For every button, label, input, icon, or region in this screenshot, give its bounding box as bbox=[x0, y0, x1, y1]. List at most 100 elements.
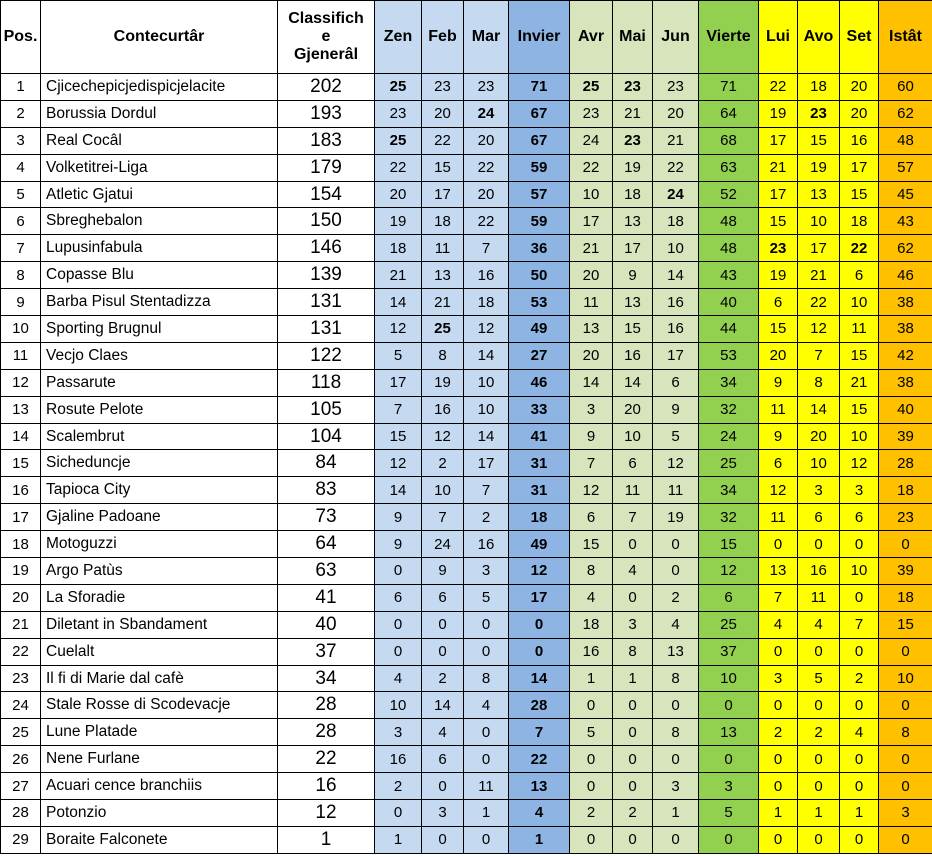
avr-value-cell: 12 bbox=[569, 476, 613, 505]
vierte-value-cell: 0 bbox=[698, 691, 759, 720]
invier-value-cell: 57 bbox=[508, 180, 570, 209]
team-name-cell: Diletant in Sbandament bbox=[40, 610, 278, 639]
jun-value-cell: 2 bbox=[652, 583, 699, 612]
team-name-cell: Nene Furlane bbox=[40, 745, 278, 774]
avo-value-cell: 23 bbox=[797, 99, 840, 128]
column-header-avo: Avo bbox=[797, 0, 840, 74]
mai-value-cell: 13 bbox=[612, 288, 653, 317]
mai-value-cell: 0 bbox=[612, 583, 653, 612]
position-cell: 10 bbox=[0, 315, 41, 343]
overall-total-cell: 131 bbox=[277, 288, 375, 317]
lui-value-cell: 17 bbox=[758, 180, 798, 209]
istat-value-cell: 18 bbox=[878, 583, 932, 612]
table-row: 4 Volketitrei-Liga 179 22 15 22 59 22 19 22 63 21 19… bbox=[0, 153, 932, 182]
table-row: 10 Sporting Brugnul 131 12 25 12 49 13 15 16 44 15 1… bbox=[0, 315, 932, 343]
mar-value-cell: 1 bbox=[463, 799, 509, 827]
mar-value-cell: 11 bbox=[463, 772, 509, 801]
jun-value-cell: 9 bbox=[652, 395, 699, 424]
feb-value-cell: 10 bbox=[421, 476, 464, 505]
overall-total-cell: 179 bbox=[277, 153, 375, 182]
lui-value-cell: 6 bbox=[758, 449, 798, 478]
set-value-cell: 17 bbox=[839, 153, 879, 182]
position-cell: 12 bbox=[0, 368, 41, 397]
istat-value-cell: 18 bbox=[878, 476, 932, 505]
table-row: 29 Boraite Falconete 1 1 0 0 1 0 0 0 0 0 0 0 0 bbox=[0, 825, 932, 854]
zen-value-cell: 19 bbox=[374, 207, 422, 236]
zen-value-cell: 20 bbox=[374, 180, 422, 209]
invier-value-cell: 49 bbox=[508, 315, 570, 343]
lui-value-cell: 15 bbox=[758, 315, 798, 343]
team-name-cell: Lune Platade bbox=[40, 718, 278, 747]
lui-value-cell: 0 bbox=[758, 691, 798, 720]
table-row: 15 Sicheduncje 84 12 2 17 31 7 6 12 25 6 10 12 28 bbox=[0, 449, 932, 478]
position-cell: 25 bbox=[0, 718, 41, 747]
invier-value-cell: 59 bbox=[508, 207, 570, 236]
column-header-classifiche-gjeneral: Classifich e Gjenerâl bbox=[277, 0, 375, 74]
position-cell: 1 bbox=[0, 73, 41, 101]
team-name-cell: Volketitrei-Liga bbox=[40, 153, 278, 182]
set-value-cell: 7 bbox=[839, 610, 879, 639]
column-header-invier: Invier bbox=[508, 0, 570, 74]
mai-value-cell: 6 bbox=[612, 449, 653, 478]
jun-value-cell: 18 bbox=[652, 207, 699, 236]
invier-value-cell: 18 bbox=[508, 503, 570, 532]
avo-value-cell: 10 bbox=[797, 449, 840, 478]
zen-value-cell: 0 bbox=[374, 637, 422, 666]
invier-value-cell: 14 bbox=[508, 664, 570, 693]
istat-value-cell: 46 bbox=[878, 261, 932, 290]
istat-value-cell: 0 bbox=[878, 745, 932, 774]
zen-value-cell: 3 bbox=[374, 718, 422, 747]
mar-value-cell: 14 bbox=[463, 422, 509, 451]
avr-value-cell: 3 bbox=[569, 395, 613, 424]
mar-value-cell: 20 bbox=[463, 126, 509, 155]
invier-value-cell: 41 bbox=[508, 422, 570, 451]
team-name-cell: Lupusinfabula bbox=[40, 234, 278, 263]
zen-value-cell: 12 bbox=[374, 449, 422, 478]
table-row: 18 Motoguzzi 64 9 24 16 49 15 0 0 15 0 0 0 0 bbox=[0, 530, 932, 559]
table-row: 6 Sbreghebalon 150 19 18 22 59 17 13 18 48 15 10 18 43 bbox=[0, 207, 932, 236]
vierte-value-cell: 63 bbox=[698, 153, 759, 182]
vierte-value-cell: 24 bbox=[698, 422, 759, 451]
vierte-value-cell: 37 bbox=[698, 637, 759, 666]
jun-value-cell: 8 bbox=[652, 664, 699, 693]
avo-value-cell: 5 bbox=[797, 664, 840, 693]
avo-value-cell: 0 bbox=[797, 772, 840, 801]
vierte-value-cell: 48 bbox=[698, 207, 759, 236]
zen-value-cell: 2 bbox=[374, 772, 422, 801]
column-header-contecurtar: Contecurtâr bbox=[40, 0, 278, 74]
jun-value-cell: 0 bbox=[652, 557, 699, 585]
team-name-cell: Il fi di Marie dal cafè bbox=[40, 664, 278, 693]
mar-value-cell: 0 bbox=[463, 825, 509, 854]
lui-value-cell: 15 bbox=[758, 207, 798, 236]
mar-value-cell: 2 bbox=[463, 503, 509, 532]
lui-value-cell: 13 bbox=[758, 557, 798, 585]
vierte-value-cell: 25 bbox=[698, 449, 759, 478]
lui-value-cell: 22 bbox=[758, 73, 798, 101]
avr-value-cell: 0 bbox=[569, 691, 613, 720]
position-cell: 9 bbox=[0, 288, 41, 317]
position-cell: 27 bbox=[0, 772, 41, 801]
overall-total-cell: 40 bbox=[277, 610, 375, 639]
feb-value-cell: 25 bbox=[421, 315, 464, 343]
feb-value-cell: 6 bbox=[421, 745, 464, 774]
vierte-value-cell: 6 bbox=[698, 583, 759, 612]
avo-value-cell: 20 bbox=[797, 422, 840, 451]
istat-value-cell: 38 bbox=[878, 288, 932, 317]
avr-value-cell: 1 bbox=[569, 664, 613, 693]
position-cell: 5 bbox=[0, 180, 41, 209]
set-value-cell: 4 bbox=[839, 718, 879, 747]
avr-value-cell: 10 bbox=[569, 180, 613, 209]
mar-value-cell: 10 bbox=[463, 395, 509, 424]
set-value-cell: 22 bbox=[839, 234, 879, 263]
avr-value-cell: 24 bbox=[569, 126, 613, 155]
lui-value-cell: 21 bbox=[758, 153, 798, 182]
zen-value-cell: 23 bbox=[374, 99, 422, 128]
team-name-cell: Potonzio bbox=[40, 799, 278, 827]
istat-value-cell: 48 bbox=[878, 126, 932, 155]
set-value-cell: 12 bbox=[839, 449, 879, 478]
zen-value-cell: 6 bbox=[374, 583, 422, 612]
lui-value-cell: 20 bbox=[758, 341, 798, 370]
avo-value-cell: 13 bbox=[797, 180, 840, 209]
mai-value-cell: 7 bbox=[612, 503, 653, 532]
